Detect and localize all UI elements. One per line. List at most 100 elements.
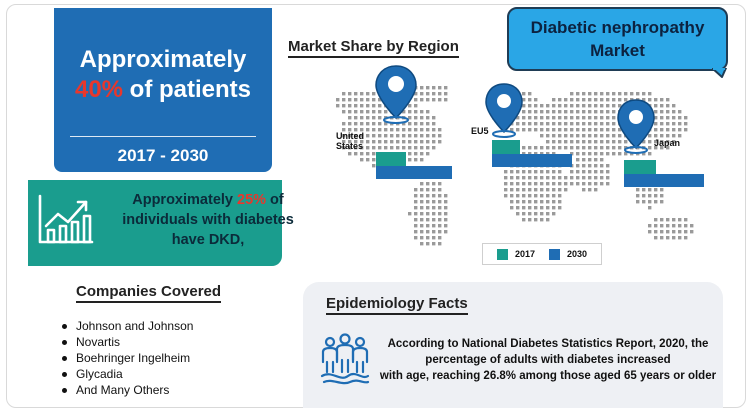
map-dot	[414, 158, 418, 162]
map-dot	[588, 158, 592, 162]
map-dot	[438, 236, 442, 240]
map-dot	[360, 98, 364, 102]
bar-us-2030	[376, 166, 452, 179]
map-dot	[600, 170, 604, 174]
map-dot	[546, 110, 550, 114]
map-dot	[522, 188, 526, 192]
map-dot	[510, 182, 514, 186]
map-dot	[684, 218, 688, 222]
map-dot	[444, 206, 448, 210]
map-dot	[528, 218, 532, 222]
map-dot	[534, 122, 538, 126]
map-dot	[558, 200, 562, 204]
map-dot	[666, 230, 670, 234]
bar-us-2017	[376, 152, 406, 166]
map-dot	[546, 218, 550, 222]
map-dot	[408, 104, 412, 108]
map-dot	[432, 194, 436, 198]
map-dot	[642, 194, 646, 198]
map-dot	[654, 98, 658, 102]
map-dot	[648, 140, 652, 144]
map-dot	[396, 134, 400, 138]
map-dot	[342, 110, 346, 114]
map-dot	[378, 116, 382, 120]
map-dot	[420, 236, 424, 240]
map-dot	[690, 230, 694, 234]
map-dot	[366, 152, 370, 156]
map-dot	[426, 236, 430, 240]
map-dot	[444, 224, 448, 228]
map-dot	[552, 212, 556, 216]
map-dot	[426, 188, 430, 192]
map-dot	[414, 188, 418, 192]
map-dot	[522, 110, 526, 114]
map-dot	[360, 134, 364, 138]
map-dot	[432, 236, 436, 240]
map-dot	[426, 152, 430, 156]
map-dot	[612, 92, 616, 96]
map-dot	[648, 134, 652, 138]
map-dot	[546, 170, 550, 174]
map-dot	[432, 188, 436, 192]
map-dot	[546, 128, 550, 132]
map-dot	[528, 212, 532, 216]
map-dot	[558, 104, 562, 108]
map-dot	[606, 98, 610, 102]
map-dot	[384, 146, 388, 150]
map-dot	[510, 128, 514, 132]
map-dot	[366, 140, 370, 144]
map-dot	[420, 92, 424, 96]
map-dot	[420, 110, 424, 114]
map-dot	[558, 122, 562, 126]
map-dot	[426, 230, 430, 234]
map-dot	[348, 146, 352, 150]
map-dot	[552, 176, 556, 180]
map-dot	[540, 128, 544, 132]
map-dot	[606, 146, 610, 150]
map-dot	[438, 242, 442, 246]
map-dot	[408, 110, 412, 114]
map-dot	[396, 128, 400, 132]
map-dot	[594, 134, 598, 138]
map-dot	[660, 104, 664, 108]
map-dot	[540, 170, 544, 174]
map-dot	[426, 212, 430, 216]
map-dot	[444, 200, 448, 204]
map-dot	[600, 92, 604, 96]
map-dot	[552, 140, 556, 144]
map-dot	[420, 200, 424, 204]
map-dot	[552, 98, 556, 102]
map-dot	[570, 104, 574, 108]
map-dot	[522, 206, 526, 210]
map-dot	[396, 146, 400, 150]
map-dot	[570, 146, 574, 150]
chart-legend: 2017 2030	[482, 243, 602, 265]
map-dot	[444, 98, 448, 102]
map-dot	[594, 92, 598, 96]
map-dot	[438, 200, 442, 204]
map-dot	[420, 194, 424, 198]
map-dot	[546, 188, 550, 192]
map-dot	[618, 104, 622, 108]
map-dot	[420, 158, 424, 162]
map-dot	[678, 230, 682, 234]
map-dot	[576, 98, 580, 102]
map-dot	[426, 218, 430, 222]
map-dot	[552, 188, 556, 192]
map-dot	[648, 146, 652, 150]
stat-line-1: Approximately	[79, 46, 247, 73]
map-dot	[606, 128, 610, 132]
map-dot	[642, 200, 646, 204]
map-dot	[534, 146, 538, 150]
map-dot	[588, 146, 592, 150]
map-dot	[684, 224, 688, 228]
map-dot	[354, 104, 358, 108]
map-dot	[600, 176, 604, 180]
map-dot	[432, 86, 436, 90]
map-dot	[522, 176, 526, 180]
map-dot	[648, 206, 652, 210]
map-dot	[660, 116, 664, 120]
map-dot	[336, 98, 340, 102]
map-dot	[570, 110, 574, 114]
map-dot	[636, 194, 640, 198]
